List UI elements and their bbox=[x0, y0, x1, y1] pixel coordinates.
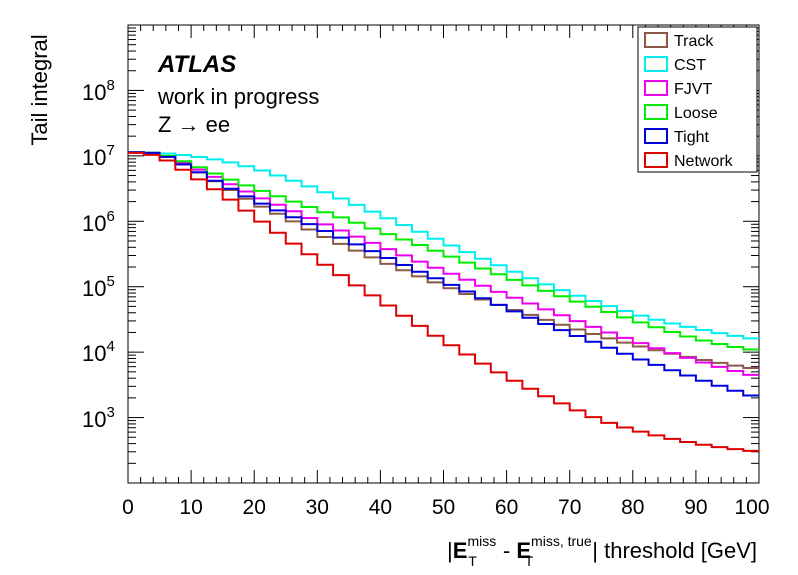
series-layer bbox=[128, 151, 759, 452]
y-tick-labels: 103 104 105 106 107 108 bbox=[82, 77, 115, 432]
x-tick-label: 20 bbox=[243, 496, 266, 519]
y-tick-label: 105 bbox=[82, 273, 115, 301]
x-tick-label: 50 bbox=[432, 496, 455, 519]
series-line-tight bbox=[128, 151, 759, 397]
process-label: Z → ee bbox=[158, 112, 230, 137]
x-tick-label: 30 bbox=[306, 496, 329, 519]
legend-label-loose: Loose bbox=[674, 105, 718, 122]
atlas-label: ATLAS bbox=[157, 51, 236, 78]
x-tick-label: 10 bbox=[179, 496, 202, 519]
legend-box bbox=[637, 26, 758, 173]
legend-label-track: Track bbox=[674, 33, 714, 50]
y-tick-label: 103 bbox=[82, 404, 115, 432]
series-line-network bbox=[128, 151, 759, 452]
legend-label-cst: CST bbox=[674, 57, 706, 74]
x-tick-label: 100 bbox=[734, 496, 769, 519]
legend-swatch-fjvt bbox=[644, 80, 668, 96]
x-tick-labels: 0 10 20 30 40 50 60 70 80 90 100 bbox=[122, 496, 769, 519]
y-tick-label: 104 bbox=[82, 338, 115, 366]
y-tick-label: 107 bbox=[82, 142, 115, 170]
series-line-loose bbox=[128, 151, 759, 351]
y-tick-label: 106 bbox=[82, 208, 115, 236]
y-axis-title: Tail integral bbox=[27, 34, 52, 145]
legend-swatch-loose bbox=[644, 104, 668, 120]
x-tick-label: 80 bbox=[621, 496, 644, 519]
x-tick-label: 40 bbox=[369, 496, 392, 519]
legend-swatch-network bbox=[644, 152, 668, 168]
x-tick-label: 90 bbox=[684, 496, 707, 519]
legend-label-tight: Tight bbox=[674, 129, 710, 146]
series-line-cst bbox=[128, 151, 759, 340]
x-tick-label: 70 bbox=[558, 496, 581, 519]
legend-label-network: Network bbox=[674, 153, 734, 170]
y-tick-label: 108 bbox=[82, 77, 115, 105]
legend-swatch-cst bbox=[644, 56, 668, 72]
legend-swatch-track bbox=[644, 32, 668, 48]
legend-swatch-tight bbox=[644, 128, 668, 144]
x-axis-title: |Emiss T - Emiss, true T | threshold [GeV] bbox=[447, 533, 757, 569]
x-tick-label: 0 bbox=[122, 496, 134, 519]
x-tick-label: 60 bbox=[495, 496, 518, 519]
legend-label-fjvt: FJVT bbox=[674, 81, 712, 98]
legend: Track CST FJVT Loose Tight Network bbox=[637, 26, 758, 173]
status-label: work in progress bbox=[157, 84, 319, 109]
